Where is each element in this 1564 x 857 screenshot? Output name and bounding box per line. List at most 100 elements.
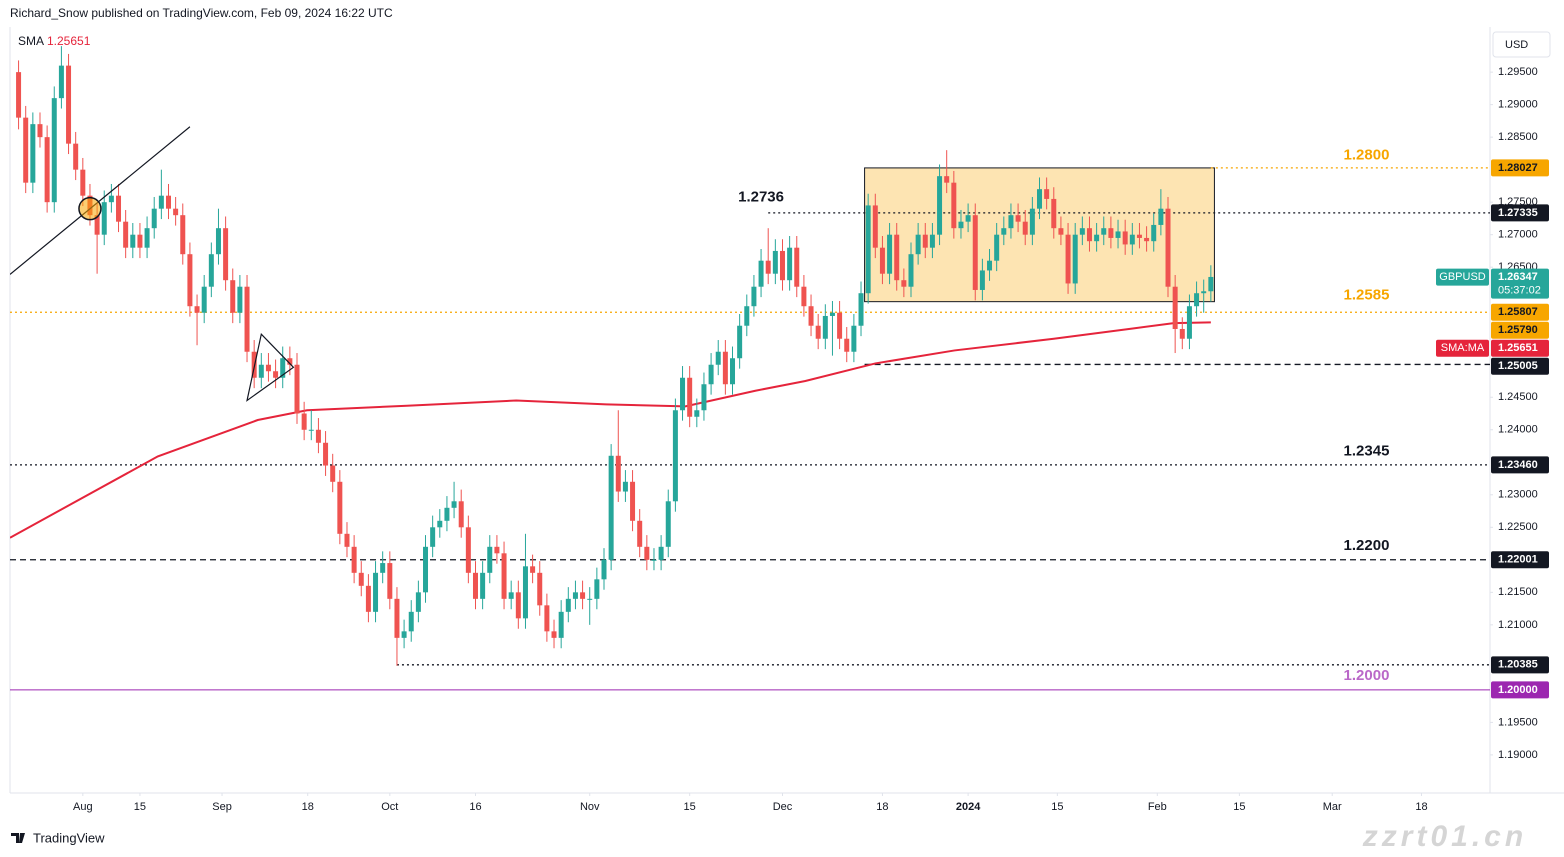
candle-body	[708, 364, 714, 385]
series-name-tag	[1436, 268, 1489, 286]
y-tick-label: 1.19500	[1498, 716, 1538, 728]
candle-body	[744, 306, 750, 326]
candle-body	[430, 527, 436, 547]
candle-body	[894, 234, 900, 281]
candle-body	[837, 312, 843, 339]
brand: TradingView	[11, 830, 105, 845]
y-tick-label: 1.21500	[1498, 586, 1538, 598]
candle-body	[1165, 208, 1171, 287]
price-tag	[1491, 204, 1549, 222]
candle-body	[194, 306, 200, 313]
candle-body	[730, 358, 736, 385]
candle-body	[937, 176, 943, 235]
candle-body	[508, 592, 514, 599]
candle-body	[1194, 293, 1200, 307]
x-tick-label: Aug	[73, 801, 93, 813]
candle-body	[1122, 231, 1128, 245]
candle-body	[1037, 189, 1043, 209]
x-tick-label: Dec	[773, 801, 793, 813]
price-tag	[1491, 456, 1549, 474]
price-tag-countdown: 05:37:02	[1498, 285, 1541, 297]
candle-body	[987, 260, 993, 271]
x-tick-label: 15	[684, 801, 696, 813]
candle-body	[551, 631, 557, 638]
candle-body	[1051, 198, 1057, 229]
indicator-value: 1.25651	[47, 34, 91, 48]
y-tick-label: 1.21000	[1498, 619, 1538, 631]
y-tick-label: 1.29000	[1498, 99, 1538, 111]
x-tick-label: Sep	[212, 801, 232, 813]
candle-body	[530, 566, 536, 573]
candle-body	[601, 559, 607, 580]
series-name: SMA:MA	[1441, 342, 1485, 354]
candle-body	[787, 247, 793, 281]
candle-body	[1094, 234, 1100, 242]
price-tag-label: 1.26347	[1498, 271, 1538, 283]
candle-body	[308, 429, 314, 431]
candle-body	[972, 215, 978, 290]
brand-name: TradingView	[33, 830, 105, 845]
watermark: zzrt01.cn	[1362, 820, 1527, 853]
price-tag-label: 1.25807	[1498, 306, 1538, 318]
candle-body	[522, 566, 528, 619]
level-label: 1.2200	[1344, 537, 1390, 554]
candle-body	[151, 208, 157, 229]
x-tick-label: 18	[302, 801, 314, 813]
currency-box[interactable]	[1492, 31, 1551, 58]
candle-body	[315, 429, 321, 443]
candle-body	[694, 410, 700, 417]
y-tick-label: 1.22500	[1498, 521, 1538, 533]
candle-body	[165, 195, 171, 209]
x-tick-label: 15	[1233, 801, 1245, 813]
price-tag-label: 1.20000	[1498, 684, 1538, 696]
candle-body	[451, 501, 457, 508]
candle-body	[944, 176, 950, 183]
candle-body	[23, 117, 29, 183]
candle-body	[858, 293, 864, 326]
candle-body	[808, 306, 814, 326]
candle-body	[344, 533, 350, 547]
series-name-tag	[1436, 339, 1489, 357]
candle-body	[865, 205, 871, 294]
candle-body	[615, 455, 621, 492]
price-tag-label: 1.23460	[1498, 459, 1538, 471]
price-tag-label: 1.25790	[1498, 324, 1538, 336]
candle-body	[494, 546, 500, 554]
x-tick-label: Nov	[580, 801, 600, 813]
indicator-name: SMA	[18, 34, 44, 48]
candle-body	[44, 137, 50, 203]
candle-body	[401, 631, 407, 638]
candle-body	[908, 254, 914, 287]
series-name: GBPUSD	[1439, 271, 1486, 283]
candle-body	[822, 315, 828, 339]
x-tick-label: 15	[1051, 801, 1063, 813]
candle-body	[108, 195, 114, 203]
candle-body	[965, 215, 971, 222]
price-tag-label: 1.27335	[1498, 207, 1538, 219]
candle-body	[644, 546, 650, 560]
candle-body	[458, 501, 464, 528]
candle-body	[1115, 231, 1121, 238]
candle-body	[751, 286, 757, 307]
candle-body	[701, 384, 707, 411]
y-tick-label: 1.24500	[1498, 391, 1538, 403]
candle-body	[1129, 234, 1135, 245]
candle-body	[915, 234, 921, 255]
candle-body	[437, 520, 443, 528]
candle-body	[772, 250, 778, 274]
candle-body	[51, 98, 57, 203]
candle-body	[687, 377, 693, 417]
candle-body	[637, 520, 643, 547]
candle-body	[301, 413, 307, 430]
y-tick-label: 1.19000	[1498, 749, 1538, 761]
candle-body	[408, 611, 414, 632]
candle-body	[672, 410, 678, 502]
candle-body	[365, 585, 371, 612]
candle-body	[779, 250, 785, 281]
candle-body	[844, 338, 850, 352]
candle-body	[1029, 208, 1035, 235]
highlight-marker	[78, 196, 102, 221]
candle-body	[123, 221, 129, 248]
triangle-pattern	[246, 332, 295, 402]
